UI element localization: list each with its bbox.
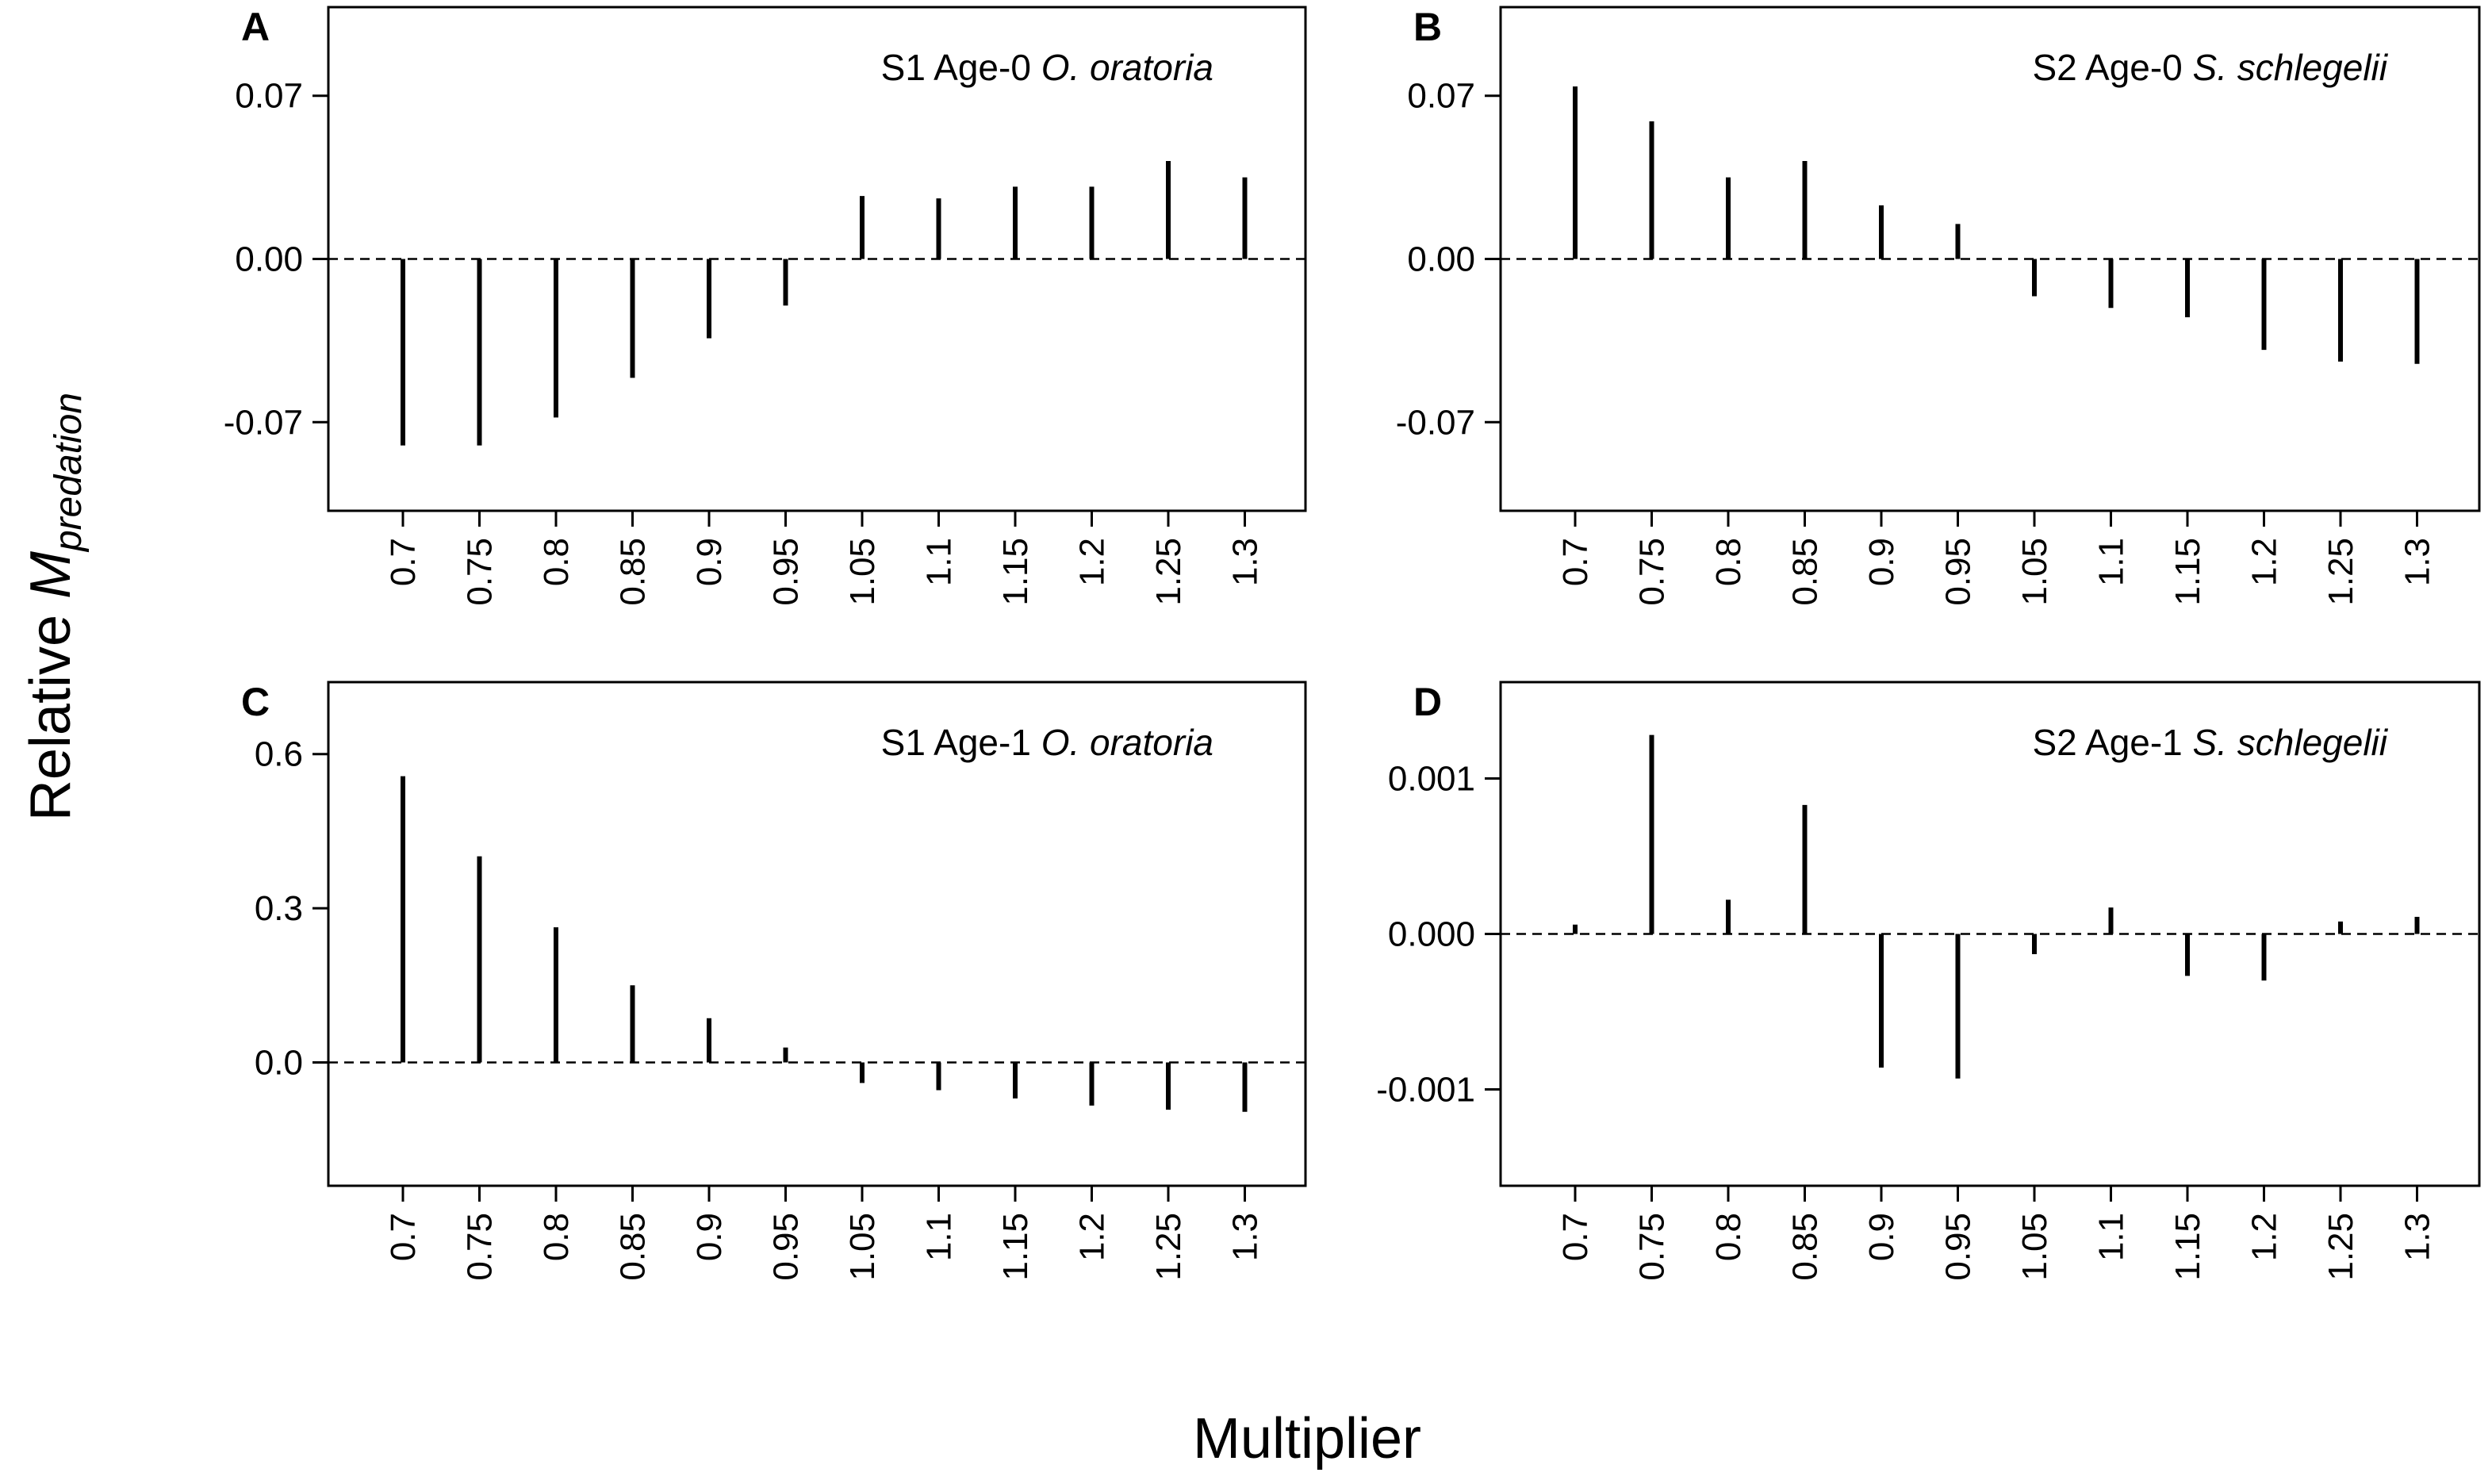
x-tick-label: 1.05 bbox=[2015, 1213, 2054, 1281]
y-tick-label: 0.07 bbox=[235, 77, 303, 116]
x-tick-label: 1.05 bbox=[843, 538, 882, 606]
x-tick-label: 0.95 bbox=[1939, 538, 1978, 606]
x-tick-label: 1.1 bbox=[920, 1213, 959, 1261]
x-tick-label: 1.25 bbox=[2321, 538, 2360, 606]
y-tick-label: -0.001 bbox=[1376, 1070, 1475, 1109]
x-tick-label: 0.95 bbox=[767, 1213, 806, 1281]
x-tick-label: 1.1 bbox=[920, 538, 959, 586]
panel-title: S1 Age-0 O. oratoria bbox=[881, 47, 1213, 88]
panel-title-species: O. oratoria bbox=[1041, 722, 1213, 763]
x-tick-label: 1.15 bbox=[2168, 538, 2207, 606]
chart-panel-a: -0.07 0.00 0.07 0.7 0.75 0.8 0.85 0.9 0.95 1.05 1.… bbox=[224, 5, 1307, 606]
x-tick-label: 0.9 bbox=[690, 538, 729, 586]
panel-title-prefix: S2 Age-0 bbox=[2033, 47, 2193, 88]
x-tick-label: 0.7 bbox=[1556, 538, 1595, 586]
panel-letter: B bbox=[1413, 5, 1442, 49]
x-tick-label: 1.2 bbox=[1073, 538, 1112, 586]
y-axis-title-subscript: predation bbox=[48, 393, 90, 553]
panel-title-species: S. schlegelii bbox=[2193, 722, 2389, 763]
panels-group: -0.07 0.00 0.07 0.7 0.75 0.8 0.85 0.9 0.95 1.05 1.… bbox=[224, 5, 2481, 1281]
x-tick-label: 1.1 bbox=[2092, 1213, 2131, 1261]
y-tick-label: 0.3 bbox=[255, 889, 303, 928]
x-axis-title: Multiplier bbox=[1193, 1407, 1421, 1471]
y-axis-title-text: Relative bbox=[19, 599, 82, 821]
x-tick-label: 1.15 bbox=[996, 538, 1035, 606]
x-tick-label: 1.2 bbox=[2245, 1213, 2284, 1261]
x-tick-label: 0.95 bbox=[1939, 1213, 1978, 1281]
x-tick-label: 0.75 bbox=[461, 538, 500, 606]
x-tick-label: 1.25 bbox=[1149, 538, 1188, 606]
panel-title-species: S. schlegelii bbox=[2193, 47, 2389, 88]
chart-panel-c: 0.0 0.3 0.6 0.7 0.75 0.8 0.85 0.9 0.95 1.05 1.1 1.1… bbox=[241, 680, 1307, 1281]
x-tick-label: 0.85 bbox=[1786, 538, 1825, 606]
panel-title: S1 Age-1 O. oratoria bbox=[881, 722, 1213, 763]
y-tick-label: 0.6 bbox=[255, 735, 303, 774]
x-tick-label: 0.85 bbox=[614, 538, 653, 606]
x-tick-label: 0.75 bbox=[1633, 1213, 1672, 1281]
y-tick-label: -0.07 bbox=[224, 403, 303, 442]
x-tick-label: 1.3 bbox=[2398, 538, 2437, 586]
x-tick-label: 1.25 bbox=[2321, 1213, 2360, 1281]
x-tick-label: 0.9 bbox=[1862, 538, 1901, 586]
x-tick-label: 0.9 bbox=[690, 1213, 729, 1261]
panel-title: S2 Age-1 S. schlegelii bbox=[2033, 722, 2389, 763]
x-tick-label: 0.95 bbox=[767, 538, 806, 606]
y-tick-label: 0.00 bbox=[1407, 240, 1475, 279]
x-tick-label: 1.3 bbox=[2398, 1213, 2437, 1261]
y-tick-label: 0.000 bbox=[1388, 915, 1475, 954]
x-tick-label: 1.3 bbox=[1226, 1213, 1265, 1261]
x-tick-label: 0.7 bbox=[1556, 1213, 1595, 1261]
x-tick-label: 0.7 bbox=[384, 538, 423, 586]
chart-panel-d: -0.001 0.000 0.001 0.7 0.75 0.8 0.85 0.9 0.95 1.0… bbox=[1376, 680, 2481, 1281]
x-tick-label: 1.15 bbox=[2168, 1213, 2207, 1281]
x-tick-label: 0.8 bbox=[537, 538, 576, 586]
x-tick-label: 0.8 bbox=[537, 1213, 576, 1261]
panel-title: S2 Age-0 S. schlegelii bbox=[2033, 47, 2389, 88]
panel-letter: C bbox=[241, 680, 270, 724]
panel-letter: A bbox=[241, 5, 270, 49]
y-axis-title-symbol: M bbox=[19, 551, 82, 599]
y-axis-title: Relative Mpredation bbox=[19, 393, 90, 821]
x-tick-label: 1.3 bbox=[1226, 538, 1265, 586]
y-tick-label: -0.07 bbox=[1396, 403, 1475, 442]
x-tick-label: 0.75 bbox=[1633, 538, 1672, 606]
x-tick-label: 0.8 bbox=[1709, 1213, 1748, 1261]
x-tick-label: 0.7 bbox=[384, 1213, 423, 1261]
chart-panel-b: -0.07 0.00 0.07 0.7 0.75 0.8 0.85 0.9 0.95 1.05 1.… bbox=[1396, 5, 2481, 606]
x-tick-label: 1.2 bbox=[1073, 1213, 1112, 1261]
y-tick-label: 0.0 bbox=[255, 1043, 303, 1082]
x-tick-label: 0.9 bbox=[1862, 1213, 1901, 1261]
x-tick-label: 1.1 bbox=[2092, 538, 2131, 586]
panel-title-prefix: S1 Age-0 bbox=[881, 47, 1041, 88]
plot-frame bbox=[327, 681, 1307, 1187]
x-tick-label: 0.85 bbox=[1786, 1213, 1825, 1281]
x-tick-label: 0.85 bbox=[614, 1213, 653, 1281]
y-tick-label: 0.001 bbox=[1388, 760, 1475, 799]
x-tick-label: 0.8 bbox=[1709, 538, 1748, 586]
y-tick-label: 0.00 bbox=[235, 240, 303, 279]
x-tick-label: 1.05 bbox=[2015, 538, 2054, 606]
x-tick-label: 1.2 bbox=[2245, 538, 2284, 586]
panel-title-prefix: S2 Age-1 bbox=[2033, 722, 2193, 763]
x-tick-label: 1.15 bbox=[996, 1213, 1035, 1281]
x-tick-label: 0.75 bbox=[461, 1213, 500, 1281]
panel-title-species: O. oratoria bbox=[1041, 47, 1213, 88]
panel-letter: D bbox=[1413, 680, 1442, 724]
x-tick-label: 1.25 bbox=[1149, 1213, 1188, 1281]
y-tick-label: 0.07 bbox=[1407, 77, 1475, 116]
panel-title-prefix: S1 Age-1 bbox=[881, 722, 1041, 763]
x-tick-label: 1.05 bbox=[843, 1213, 882, 1281]
